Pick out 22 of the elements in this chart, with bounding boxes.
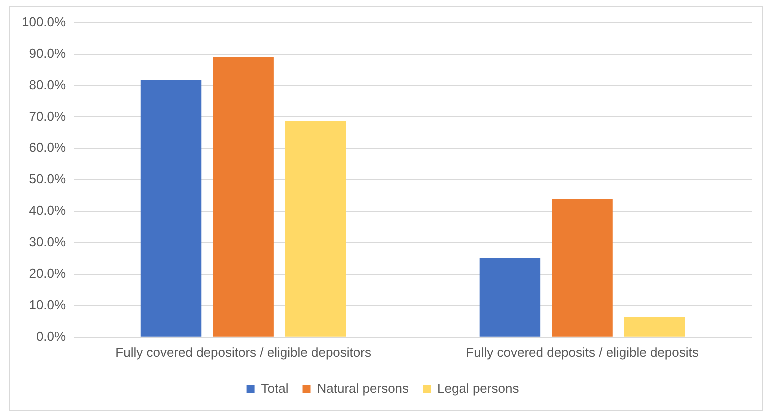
y-tick-label: 80.0% bbox=[29, 77, 67, 92]
legend-label: Legal persons bbox=[438, 381, 520, 396]
y-tick-label: 10.0% bbox=[29, 298, 67, 313]
y-tick-label: 70.0% bbox=[29, 108, 67, 124]
y-tick-label: 90.0% bbox=[29, 46, 67, 61]
legend-label: Total bbox=[261, 381, 289, 396]
y-tick-label: 50.0% bbox=[29, 172, 67, 187]
bar bbox=[140, 80, 202, 337]
y-tick-label: 20.0% bbox=[29, 266, 67, 282]
bar bbox=[213, 57, 274, 337]
bar bbox=[286, 120, 346, 337]
bar bbox=[480, 258, 541, 337]
y-tick-label: 40.0% bbox=[29, 203, 67, 218]
x-tick-label: Fully covered deposits / eligible deposits bbox=[466, 344, 700, 360]
legend-label: Natural persons bbox=[317, 381, 410, 396]
y-tick-label: 30.0% bbox=[29, 234, 67, 250]
y-tick-label: 0.0% bbox=[36, 328, 67, 344]
x-tick-label: Fully covered depositors / eligible depositors bbox=[116, 344, 372, 360]
y-tick-label: 60.0% bbox=[29, 140, 67, 156]
bar bbox=[624, 317, 686, 337]
bar bbox=[552, 198, 613, 337]
y-tick-label: 100.0% bbox=[22, 14, 67, 30]
